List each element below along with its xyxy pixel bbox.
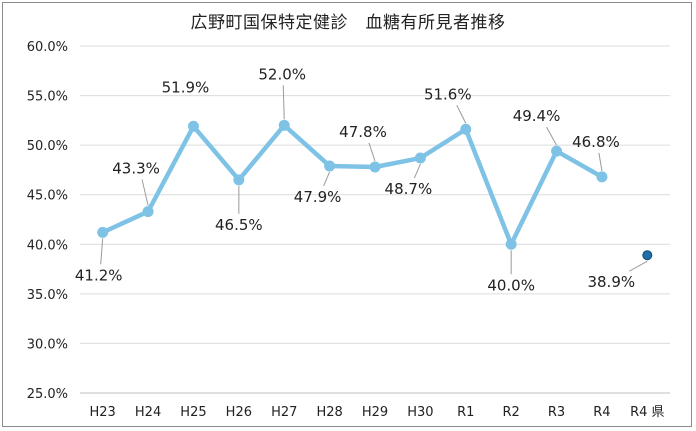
leader-line [598,152,603,171]
data-label: 51.9% [162,78,210,96]
x-tick-label: H24 [135,405,161,420]
series-line [101,123,604,247]
x-axis-ticks: H23 H24 H25 H26 H27 H28 H29 H30 R1 R2 R3 R4 R4 県 [90,405,665,420]
x-tick-label: R2 [502,405,519,420]
data-point [187,120,199,132]
leader-line [629,260,648,272]
data-point [505,238,517,250]
leader-line [546,126,557,146]
x-tick-label: R1 [457,405,474,420]
data-label: 51.6% [424,85,472,103]
leader-line [282,85,285,120]
data-label: 43.3% [112,160,160,178]
x-tick-label: H30 [407,405,433,420]
data-point [551,145,563,157]
series-points [97,119,653,261]
leader-line [456,105,467,124]
y-tick-label: 55.0% [27,90,68,105]
y-tick-label: 45.0% [27,189,68,204]
data-label: 38.9% [587,273,635,291]
data-label: 47.9% [294,188,342,206]
chart-title: 広野町国保特定健診 血糖有所見者推移 [190,13,506,33]
leader-line [413,163,421,179]
data-label: 47.8% [339,123,387,141]
x-tick-label: R4 県 [630,405,664,420]
x-tick-label: H26 [226,405,252,420]
data-point [596,171,608,183]
y-tick-label: 60.0% [27,40,68,55]
leader-line [323,171,331,187]
data-label: 40.0% [487,276,535,294]
data-point [97,226,109,238]
leader-line [100,238,104,265]
data-point [642,250,653,261]
data-point [460,123,472,135]
data-label: 46.5% [215,216,263,234]
data-point [414,152,426,164]
y-tick-label: 50.0% [27,139,68,154]
x-tick-label: H25 [180,405,206,420]
data-label: 46.8% [572,133,620,151]
data-point [369,161,381,173]
gridlines [80,45,670,394]
leader-line [141,179,149,206]
y-axis-ticks: 25.0% 30.0% 35.0% 40.0% 45.0% 50.0% 55.0% 60.0% [27,40,68,402]
leader-line [368,142,376,162]
x-tick-label: H29 [362,405,388,420]
x-tick-label: R4 [593,405,610,420]
data-label: 48.7% [385,180,433,198]
data-point [233,174,245,186]
chart-frame [2,2,692,427]
x-tick-label: H23 [90,405,116,420]
data-label: 49.4% [513,107,561,125]
y-tick-label: 30.0% [27,337,68,352]
data-label: 41.2% [75,266,123,284]
data-point [278,119,290,131]
data-label: 52.0% [258,65,306,83]
data-point [324,160,336,172]
x-tick-label: H28 [316,405,342,420]
data-point [142,206,154,218]
y-tick-label: 35.0% [27,288,68,303]
data-labels: 41.2% 43.3% 51.9% 46.5% 52.0% 47.9% 47.8% 48.7%… [75,65,635,294]
label-leader-lines [100,85,648,275]
x-tick-label: H27 [271,405,297,420]
x-tick-label: R3 [548,405,565,420]
series-lines [101,123,604,247]
y-tick-label: 40.0% [27,238,68,253]
y-tick-label: 25.0% [27,387,68,402]
